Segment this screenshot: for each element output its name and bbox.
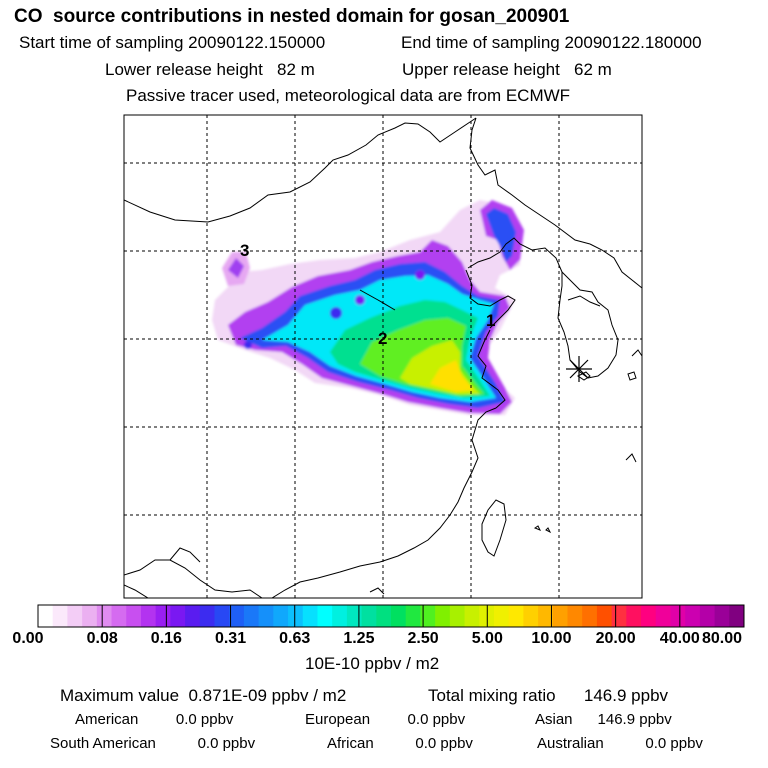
color-bar-swatch — [685, 605, 701, 627]
source-label-3: 3 — [240, 241, 249, 260]
color-bar-swatch — [199, 605, 215, 627]
australian-contribution: Australian 0.0 ppbv — [537, 735, 703, 752]
color-bar-swatch — [435, 605, 451, 627]
color-bar-tick-label: 0.63 — [279, 630, 311, 647]
color-bar-tick-label: 10.00 — [531, 630, 572, 647]
color-bar-swatch — [420, 605, 436, 627]
end-time-label: End time of sampling 20090122.180000 — [401, 33, 702, 52]
color-bar-frame — [37, 604, 745, 628]
color-bar — [37, 604, 745, 628]
color-bar-swatch — [82, 605, 98, 627]
color-bar-swatch — [670, 605, 686, 627]
color-bar-swatch — [641, 605, 657, 627]
color-bar-swatch — [214, 605, 230, 627]
color-bar-swatch — [140, 605, 157, 627]
color-bar-swatch — [229, 605, 245, 627]
color-bar-swatch — [729, 605, 745, 627]
color-bar-swatch — [273, 605, 289, 627]
source-label-1: 1 — [486, 311, 495, 330]
color-bar-tick-label: 40.00 — [659, 630, 700, 647]
plot-title: CO source contributions in nested domain… — [14, 6, 570, 27]
source-label-2: 2 — [378, 329, 387, 348]
color-bar-swatch — [361, 605, 377, 627]
color-bar-swatch — [493, 605, 510, 627]
color-bar-swatch — [405, 605, 421, 627]
color-bar-tick-label: 2.50 — [407, 630, 439, 647]
color-bar-swatch — [155, 605, 171, 627]
color-bar-swatch — [596, 605, 613, 627]
color-bar-swatch — [346, 605, 363, 627]
color-bar-swatch — [243, 605, 260, 627]
color-bar-swatch — [449, 605, 466, 627]
concentration-plume — [212, 200, 524, 415]
color-bar-swatch — [699, 605, 716, 627]
color-bar-tick-label: 80.00 — [701, 630, 743, 647]
asterisk-icon — [566, 356, 592, 382]
color-bar-tick-label: 5.00 — [471, 630, 503, 647]
south-american-contribution: South American 0.0 ppbv — [50, 735, 256, 752]
color-bar-swatch — [464, 605, 480, 627]
max-value-label: Maximum value 0.871E-09 ppbv / m2 — [60, 686, 347, 705]
color-bar-swatch — [52, 605, 68, 627]
color-bar-swatch — [67, 605, 83, 627]
color-bar-swatch — [567, 605, 583, 627]
color-bar-swatch — [185, 605, 201, 627]
color-bar-unit: 10E-10 ppbv / m2 — [305, 654, 440, 673]
color-bar-swatch — [38, 605, 54, 627]
color-bar-swatch — [626, 605, 642, 627]
color-bar-swatch — [376, 605, 392, 627]
color-bar-swatch — [655, 605, 671, 627]
asian-contribution: Asian 146.9 ppbv — [535, 711, 672, 728]
color-bar-swatch — [714, 605, 730, 627]
color-bar-swatch — [126, 605, 142, 627]
color-bar-tick-label: 0.16 — [150, 630, 182, 647]
american-contribution: American 0.0 ppbv — [75, 711, 234, 728]
color-bar-swatch — [96, 605, 113, 627]
color-bar-swatch — [332, 605, 348, 627]
color-bar-tick-label: 0.00 — [12, 630, 44, 647]
total-mixing-ratio-label: Total mixing ratio 146.9 ppbv — [428, 686, 669, 705]
color-bar-swatch — [391, 605, 407, 627]
color-bar-swatch — [111, 605, 127, 627]
color-bar-swatch — [538, 605, 554, 627]
color-bar-tick-label: 20.00 — [595, 630, 636, 647]
color-bar-swatch — [523, 605, 539, 627]
color-bar-swatch — [552, 605, 568, 627]
map-frame — [123, 114, 643, 599]
color-bar-swatch — [258, 605, 274, 627]
tracer-note: Passive tracer used, meteorological data… — [126, 86, 571, 105]
european-contribution: European 0.0 ppbv — [305, 711, 466, 728]
color-bar-tick-label: 0.08 — [86, 630, 118, 647]
color-bar-swatch — [317, 605, 333, 627]
color-bar-swatch — [288, 605, 304, 627]
upper-release-height-label: Upper release height 62 m — [402, 60, 612, 79]
color-bar-tick-label: 1.25 — [343, 630, 375, 647]
color-bar-tick-label: 0.31 — [214, 630, 247, 647]
color-bar-swatch — [170, 605, 186, 627]
lower-release-height-label: Lower release height 82 m — [105, 60, 315, 79]
color-bar-swatch — [582, 605, 598, 627]
coastline-borders — [124, 117, 642, 598]
color-bar-swatch — [508, 605, 524, 627]
start-time-label: Start time of sampling 20090122.150000 — [19, 33, 326, 52]
african-contribution: African 0.0 ppbv — [327, 735, 473, 752]
color-bar-swatch — [611, 605, 627, 627]
lat-lon-grid — [124, 115, 642, 598]
color-bar-swatch — [302, 605, 318, 627]
